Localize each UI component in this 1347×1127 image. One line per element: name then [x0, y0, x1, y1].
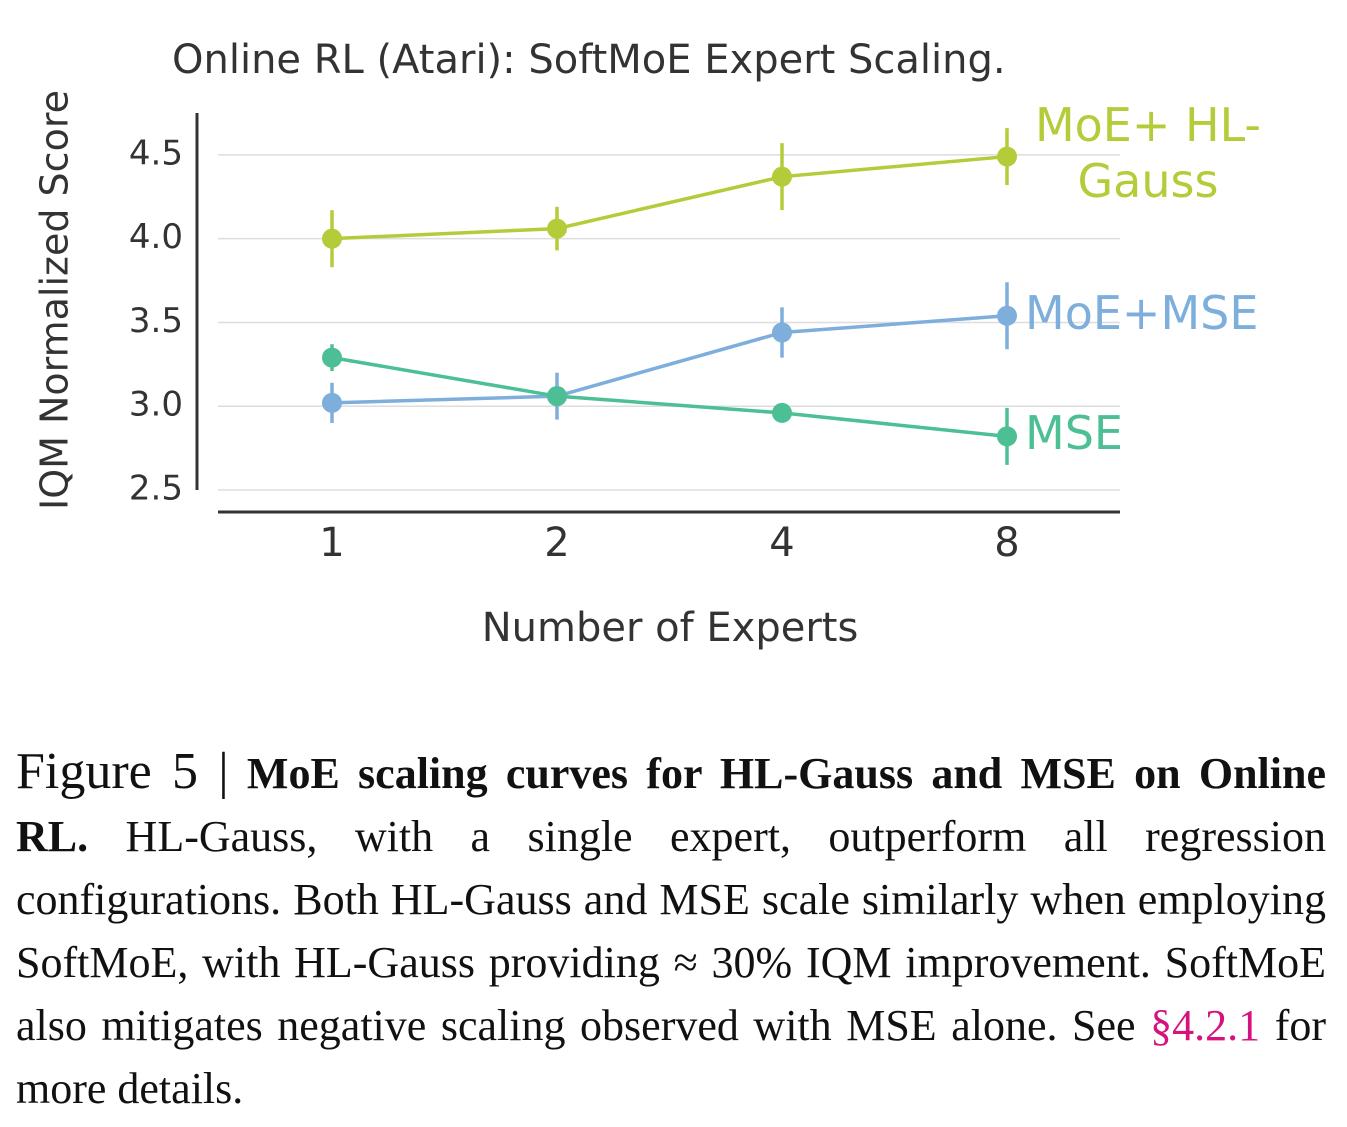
- section-link[interactable]: §4.2.1: [1150, 1001, 1261, 1050]
- point: [322, 392, 342, 413]
- point: [997, 146, 1017, 167]
- y-axis-label: IQM Normalized Score: [33, 90, 77, 510]
- x-tick-label: 8: [994, 520, 1019, 566]
- point: [772, 402, 792, 423]
- series-line: [331, 355, 1008, 439]
- point: [772, 166, 792, 187]
- caption-text-end: for more details.: [16, 1001, 1326, 1113]
- series-label: MSE: [1025, 406, 1123, 460]
- y-tick-label: 3.5: [129, 301, 183, 341]
- x-tick-label: 4: [769, 520, 794, 566]
- chart-title: Online RL (Atari): SoftMoE Expert Scalin…: [172, 37, 1006, 83]
- chart: Online RL (Atari): SoftMoE Expert Scalin…: [33, 37, 1120, 651]
- caption-bold: MoE scaling curves for HL-Gauss and MSE …: [16, 749, 1326, 861]
- figure-label: Figure 5 |: [16, 743, 229, 800]
- caption-text: HL-Gauss, with a single expert, outperfo…: [16, 812, 1326, 1050]
- caption: Figure 5 | MoE scaling curves for HL-Gau…: [16, 740, 1326, 1120]
- x-tick-label: 2: [544, 520, 569, 566]
- y-tick-label: 4.5: [129, 133, 183, 173]
- y-tick-label: 3.0: [129, 385, 183, 425]
- x-tick-label: 1: [319, 520, 344, 566]
- series-line: [331, 154, 1008, 241]
- x-axis-label: Number of Experts: [482, 605, 859, 651]
- y-tick-label: 2.5: [129, 469, 183, 509]
- point: [547, 386, 567, 407]
- y-tick-label: 4.0: [129, 217, 183, 257]
- point: [547, 218, 567, 239]
- series-line: [331, 313, 1008, 405]
- point: [997, 426, 1017, 447]
- point: [772, 322, 792, 343]
- point: [322, 228, 342, 249]
- series-label: MoE+MSE: [1025, 286, 1259, 340]
- point: [322, 347, 342, 368]
- point: [997, 305, 1017, 326]
- series-label: MoE+ HL-Gauss: [1034, 98, 1262, 208]
